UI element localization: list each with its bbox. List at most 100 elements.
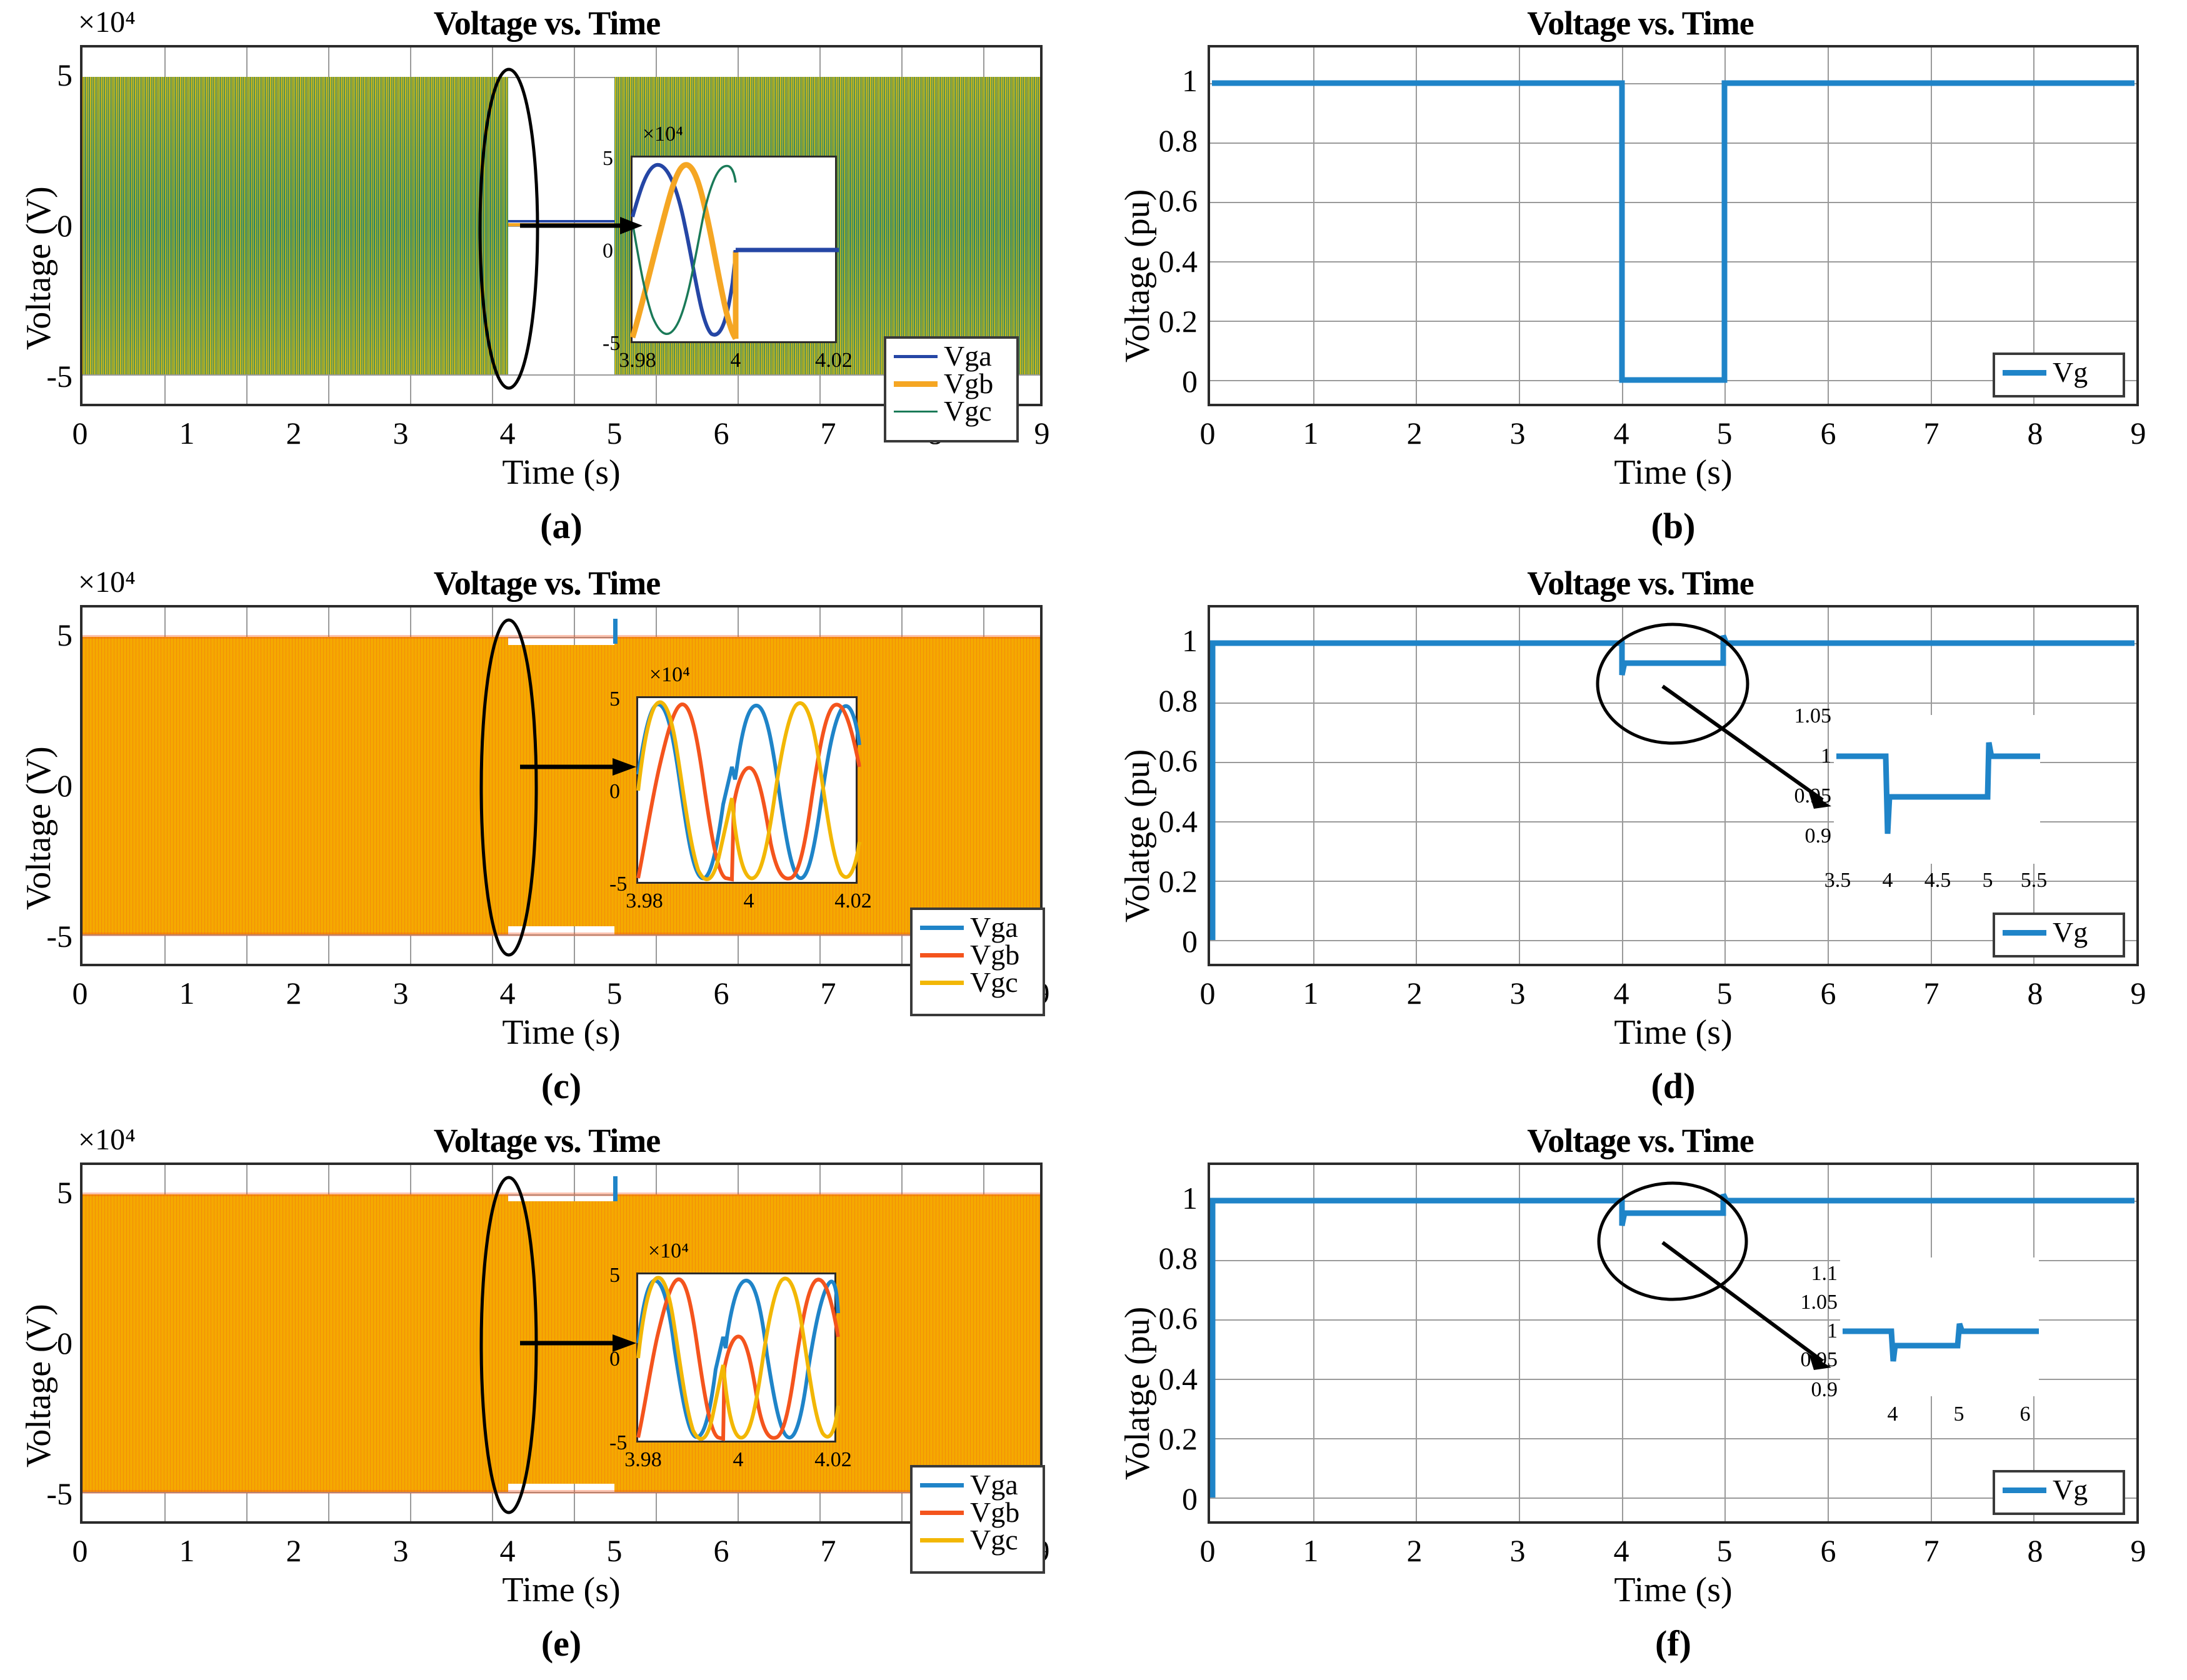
panel-e-inset-ytick-0: 5 bbox=[609, 1264, 620, 1287]
panel-f-legend-item-vg[interactable]: Vg bbox=[2003, 1476, 2115, 1504]
panel-f-xtick-1: 1 bbox=[1303, 1533, 1319, 1568]
panel-b-title: Voltage vs. Time bbox=[1527, 4, 1754, 42]
panel-c-axes: ×10⁴ 5 0 -5 3.98 4 4.02 Vga Vgb bbox=[80, 605, 1045, 1016]
panel-c-legend-item-vga[interactable]: Vga bbox=[920, 913, 1035, 942]
panel-e-axes: ×10⁴ 5 0 -5 3.98 4 4.02 Vga Vgb bbox=[80, 1162, 1045, 1574]
panel-d-ytick-1: 0.8 bbox=[1158, 683, 1198, 718]
panel-b-legend[interactable]: Vg bbox=[1993, 352, 2125, 398]
panel-f-inset-ytick-4: 0.9 bbox=[1811, 1378, 1838, 1401]
panel-d-legend-item-vg[interactable]: Vg bbox=[2003, 918, 2115, 947]
panel-f-xtick-4: 4 bbox=[1613, 1533, 1629, 1568]
panel-f-ytick-3: 0.4 bbox=[1158, 1361, 1198, 1396]
panel-e-title: Voltage vs. Time bbox=[433, 1122, 661, 1159]
panel-f-xtick-8: 8 bbox=[2027, 1533, 2043, 1568]
panel-f-inset-ytick-2: 1 bbox=[1827, 1319, 1838, 1342]
panel-b-xtick-9: 9 bbox=[2130, 416, 2146, 451]
panel-a-sublabel: (a) bbox=[540, 506, 583, 546]
panel-c: Voltage vs. Time ×10⁴ Voltage (V) bbox=[0, 560, 1094, 1122]
panel-a-legend-label-1: Vgb bbox=[944, 368, 994, 399]
panel-d-xtick-1: 1 bbox=[1303, 976, 1319, 1011]
panel-f-xtick-3: 3 bbox=[1509, 1533, 1526, 1568]
panel-f-xtick-2: 2 bbox=[1406, 1533, 1423, 1568]
panel-a-xtick-1: 1 bbox=[179, 416, 195, 451]
panel-d-sublabel: (d) bbox=[1651, 1066, 1696, 1106]
panel-e-legend-item-vgb[interactable]: Vgb bbox=[920, 1498, 1035, 1527]
panel-c-legend-item-vgc[interactable]: Vgc bbox=[920, 968, 1035, 997]
panel-c-inset-exponent: ×10⁴ bbox=[649, 663, 691, 686]
panel-e-inset-ytick-2: -5 bbox=[609, 1431, 628, 1454]
panel-d-xtick-3: 3 bbox=[1509, 976, 1526, 1011]
panel-a-inset-exponent: ×10⁴ bbox=[643, 122, 684, 146]
panel-f-legend[interactable]: Vg bbox=[1993, 1470, 2125, 1515]
panel-f-ytick-2: 0.6 bbox=[1158, 1301, 1198, 1336]
panel-a-legend-label-0: Vga bbox=[944, 340, 992, 372]
panel-b: Voltage vs. Time Voltage (pu) Vg 1 0.8 0… bbox=[1094, 0, 2187, 562]
panel-a-inset-ytick-1: 0 bbox=[603, 239, 613, 262]
panel-f-xtick-9: 9 bbox=[2130, 1533, 2146, 1568]
panel-a-legend-item-vgc[interactable]: Vgc bbox=[894, 397, 1009, 426]
panel-c-inset: ×10⁴ 5 0 -5 3.98 4 4.02 bbox=[609, 663, 872, 912]
panel-e-legend-label-2: Vgc bbox=[970, 1524, 1018, 1556]
panel-c-inset-ytick-0: 5 bbox=[609, 688, 620, 711]
legend-line-icon bbox=[920, 1538, 964, 1542]
panel-e-waveform bbox=[83, 1176, 1040, 1494]
panel-c-legend-item-vgb[interactable]: Vgb bbox=[920, 941, 1035, 969]
panel-a-legend-item-vga[interactable]: Vga bbox=[894, 340, 1009, 372]
panel-a-xtick-7: 7 bbox=[820, 416, 836, 451]
legend-line-icon bbox=[920, 980, 964, 985]
panel-c-xtick-1: 1 bbox=[179, 976, 195, 1011]
panel-f-xlabel: Time (s) bbox=[1614, 1571, 1733, 1609]
panel-a-xtick-0: 0 bbox=[72, 416, 88, 451]
panel-d-legend[interactable]: Vg bbox=[1993, 912, 2125, 958]
panel-e-legend-item-vgc[interactable]: Vgc bbox=[920, 1526, 1035, 1554]
panel-b-ytick-1: 0.8 bbox=[1158, 123, 1198, 158]
panel-f-xtick-6: 6 bbox=[1820, 1533, 1836, 1568]
panel-a-inset-waveform bbox=[629, 162, 839, 341]
panel-d-inset-ytick-2: 0.95 bbox=[1794, 784, 1832, 808]
panel-d-inset-xtick-2: 4.5 bbox=[1924, 869, 1951, 892]
panel-b-ytick-5: 0 bbox=[1182, 364, 1198, 399]
panel-c-legend[interactable]: Vga Vgb Vgc bbox=[910, 908, 1045, 1016]
panel-c-inset-ytick-1: 0 bbox=[609, 780, 620, 803]
panel-a: Voltage vs. Time ×10⁴ Voltage (V) bbox=[0, 0, 1094, 562]
panel-a-legend[interactable]: Vga Vgb Vgc bbox=[884, 336, 1019, 442]
panel-e-sublabel: (e) bbox=[541, 1623, 582, 1664]
panel-f-inset-ytick-1: 1.05 bbox=[1800, 1291, 1838, 1314]
panel-d-inset-xtick-1: 4 bbox=[1882, 869, 1893, 892]
panel-e-xtick-1: 1 bbox=[179, 1533, 195, 1568]
panel-a-title: Voltage vs. Time bbox=[433, 4, 661, 42]
panel-b-legend-label-0: Vg bbox=[2053, 356, 2088, 388]
panel-b-legend-item-vg[interactable]: Vg bbox=[2003, 356, 2115, 388]
panel-a-xtick-3: 3 bbox=[393, 416, 409, 451]
panel-c-ytick-1: 0 bbox=[57, 768, 73, 803]
legend-line-icon bbox=[894, 381, 938, 387]
legend-line-icon bbox=[894, 354, 938, 358]
panel-c-inset-xtick-0: 3.98 bbox=[626, 889, 663, 912]
panel-c-inset-waveform bbox=[636, 700, 861, 882]
panel-e-legend[interactable]: Vga Vgb Vgc bbox=[910, 1465, 1045, 1574]
panel-b-xtick-6: 6 bbox=[1820, 416, 1836, 451]
panel-f-inset-xtick-0: 4 bbox=[1887, 1402, 1898, 1426]
panel-c-inset-xtick-1: 4 bbox=[743, 889, 754, 912]
legend-line-icon bbox=[920, 952, 964, 958]
panel-a-inset-xtick-1: 4 bbox=[730, 349, 741, 372]
panel-e: Voltage vs. Time ×10⁴ Voltage (V) bbox=[0, 1118, 1094, 1680]
panel-a-y-exponent: ×10⁴ bbox=[78, 6, 136, 39]
panel-b-xtick-7: 7 bbox=[1923, 416, 1939, 451]
panel-f-xtick-5: 5 bbox=[1716, 1533, 1733, 1568]
panel-a-inset-ytick-0: 5 bbox=[603, 147, 613, 170]
panel-a-legend-item-vgb[interactable]: Vgb bbox=[894, 368, 1009, 399]
panel-d-inset: 1.05 1 0.95 0.9 3.5 4 4.5 5 5.5 bbox=[1794, 704, 2048, 892]
panel-f-xtick-7: 7 bbox=[1923, 1533, 1939, 1568]
panel-d-inset-ytick-3: 0.9 bbox=[1804, 824, 1832, 848]
panel-b-ytick-3: 0.4 bbox=[1158, 244, 1198, 279]
panel-a-inset-xtick-2: 4.02 bbox=[815, 349, 853, 372]
panel-d-axes: 1.05 1 0.95 0.9 3.5 4 4.5 5 5.5 Vg bbox=[1208, 605, 2139, 966]
panel-d-inset-ytick-1: 1 bbox=[1821, 744, 1831, 768]
panel-b-xtick-5: 5 bbox=[1716, 416, 1733, 451]
panel-c-waveform bbox=[83, 619, 1040, 936]
panel-d-xtick-0: 0 bbox=[1199, 976, 1216, 1011]
panel-e-legend-item-vga[interactable]: Vga bbox=[920, 1471, 1035, 1499]
panel-d-xtick-2: 2 bbox=[1406, 976, 1423, 1011]
